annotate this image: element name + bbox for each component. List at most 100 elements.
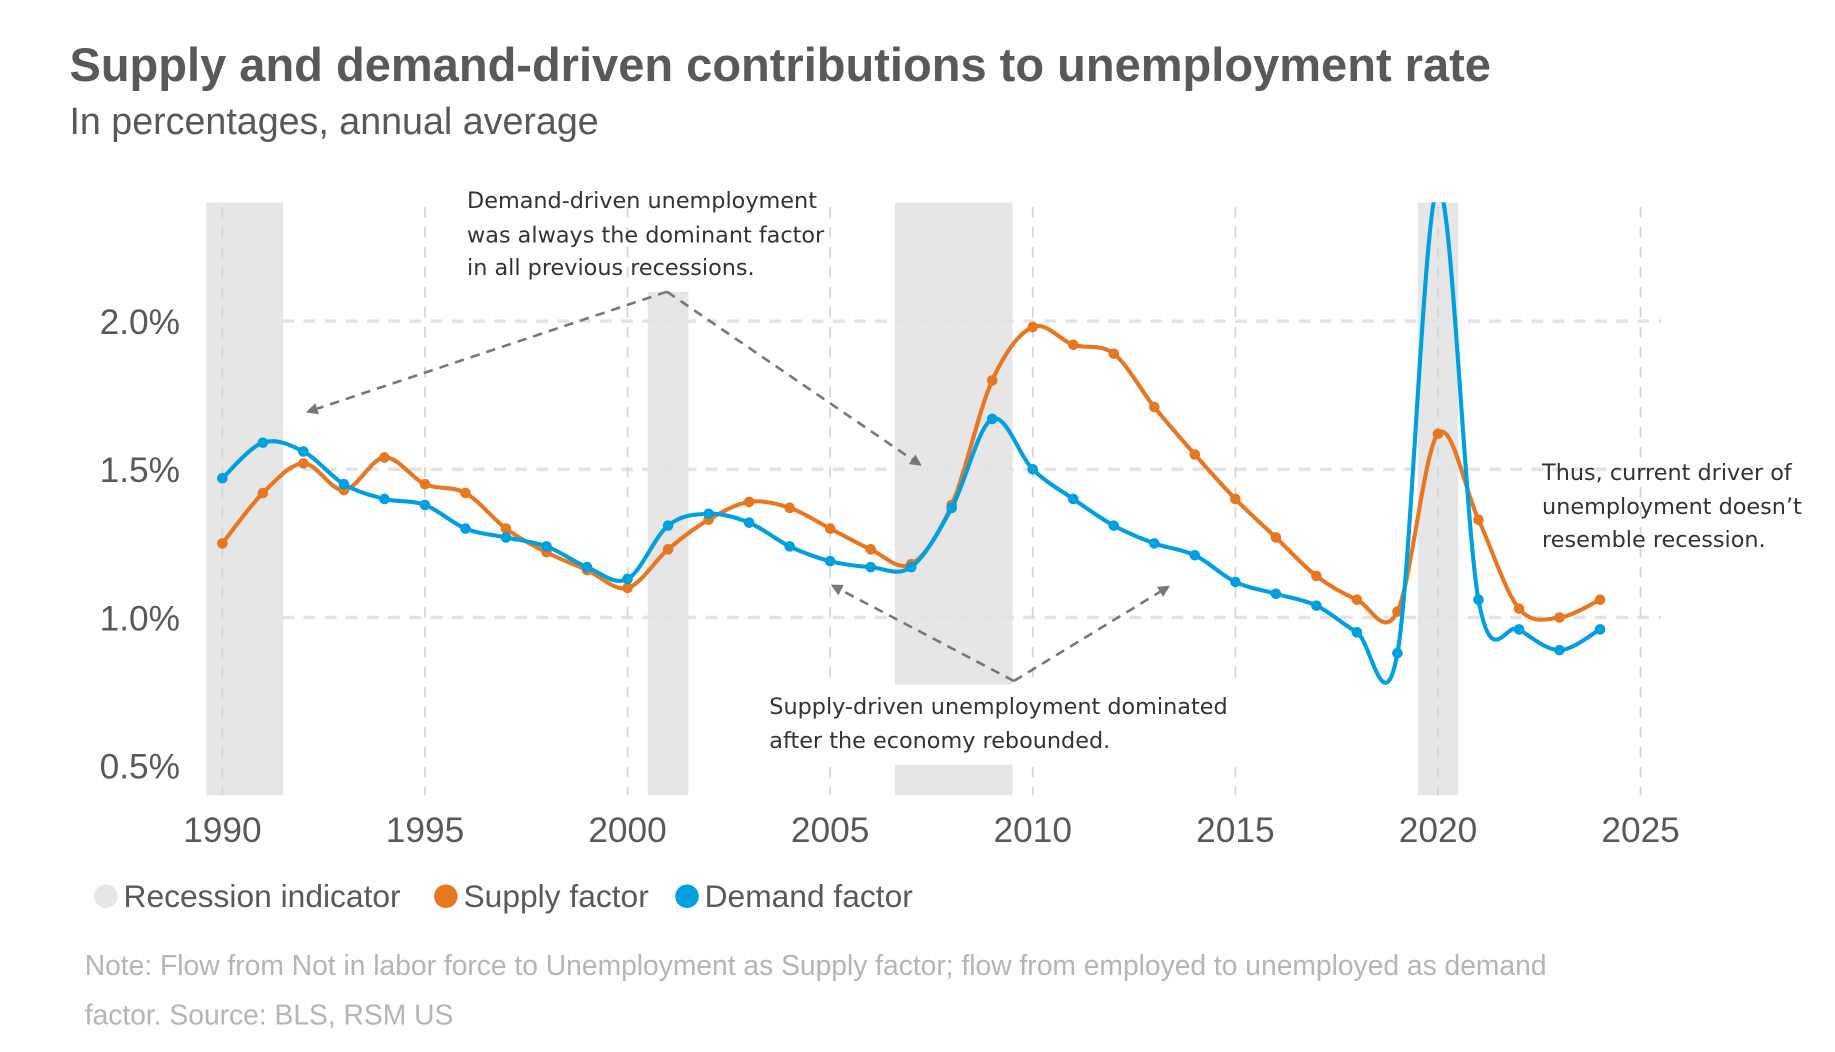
data-point <box>379 493 390 505</box>
data-point <box>1108 348 1120 360</box>
data-point <box>1351 627 1363 638</box>
annotation-line: resemble recession. <box>1542 527 1766 553</box>
annotation-line: in all previous recessions. <box>467 255 755 281</box>
data-point <box>500 532 512 543</box>
y-tick-label: 0.5% <box>100 748 180 787</box>
data-point <box>1433 182 1444 193</box>
data-point <box>1513 603 1525 614</box>
data-point <box>1513 624 1525 635</box>
data-point <box>662 544 674 555</box>
data-point <box>1351 594 1363 606</box>
x-tick-label: 2010 <box>994 811 1072 850</box>
data-point <box>1149 538 1160 549</box>
data-point <box>1067 339 1079 351</box>
legend-marker-supply <box>434 884 458 909</box>
x-tick-label: 1990 <box>183 811 261 850</box>
data-point <box>784 502 795 514</box>
data-point <box>1594 594 1606 606</box>
data-point <box>1067 493 1079 505</box>
annotation-line: Supply-driven unemployment dominated <box>769 694 1227 720</box>
data-point <box>1270 532 1282 543</box>
y-tick-label: 1.0% <box>100 599 180 638</box>
data-point <box>1554 612 1565 623</box>
x-tick-label: 2020 <box>1399 811 1477 850</box>
y-tick-label: 2.0% <box>100 303 180 342</box>
data-point <box>541 541 552 552</box>
annotation-line: unemployment doesn’t <box>1542 494 1802 520</box>
legend: Recession indicator Supply factor Demand… <box>94 878 913 914</box>
x-tick-label: 2005 <box>791 811 869 850</box>
data-point <box>1149 401 1160 413</box>
data-point <box>743 517 755 528</box>
data-point <box>622 582 633 594</box>
annotation-arrow <box>830 584 1015 683</box>
data-point <box>1432 428 1444 440</box>
annotation-arrows <box>305 290 1171 683</box>
data-point <box>662 520 674 531</box>
x-tick-label: 1995 <box>386 811 464 850</box>
note-line: Note: Flow from Not in labor force to Un… <box>85 949 1547 981</box>
x-tick-label: 2015 <box>1196 811 1274 850</box>
data-point <box>824 523 836 534</box>
data-point <box>622 573 633 585</box>
data-point <box>419 478 431 490</box>
x-tick-label: 2000 <box>588 811 666 850</box>
data-point <box>460 523 471 534</box>
annotation-line: after the economy rebounded. <box>769 728 1110 754</box>
data-point <box>1189 449 1201 460</box>
data-point <box>1311 600 1322 611</box>
annotation-line: was always the dominant factor <box>467 222 825 248</box>
annotation-line: Thus, current driver of <box>1541 460 1793 486</box>
legend-marker-recession <box>94 884 118 909</box>
data-point <box>298 458 309 469</box>
annotation-line: Demand-driven unemployment <box>467 188 817 214</box>
data-point <box>257 437 269 448</box>
data-point <box>703 508 714 520</box>
data-point <box>986 413 998 425</box>
legend-demand: Demand factor <box>705 878 914 914</box>
annotation-arrow <box>1013 585 1171 683</box>
data-point <box>1554 644 1565 656</box>
y-axis: 0.5% 1.0% 1.5% 2.0% <box>100 303 180 787</box>
data-point <box>865 561 876 573</box>
data-point <box>217 472 228 484</box>
x-axis: 1990 1995 2000 2005 2010 2015 2020 2025 <box>183 811 1680 850</box>
data-point <box>257 487 269 499</box>
data-point <box>946 502 958 514</box>
y-tick-label: 1.5% <box>100 451 180 490</box>
data-point <box>1027 464 1039 475</box>
chart-subtitle: In percentages, annual average <box>69 100 598 142</box>
data-point <box>824 555 836 567</box>
data-point <box>865 544 876 555</box>
data-point <box>1270 588 1282 600</box>
data-point <box>1311 570 1322 582</box>
legend-marker-demand <box>675 884 699 909</box>
data-point <box>379 452 390 463</box>
data-point <box>743 496 755 508</box>
series-line-demand-factor <box>220 202 1602 685</box>
data-point <box>1027 321 1039 333</box>
data-point <box>419 499 431 511</box>
data-point <box>581 561 593 573</box>
data-point <box>1392 647 1403 659</box>
annotation-current: Thus, current driver of unemployment doe… <box>1541 460 1802 553</box>
data-point <box>1108 520 1120 531</box>
data-point <box>905 561 917 573</box>
legend-recession: Recession indicator <box>124 878 401 914</box>
annotation-arrow <box>305 290 668 415</box>
data-point <box>1189 549 1201 561</box>
chart-title: Supply and demand-driven contributions t… <box>69 38 1491 91</box>
data-point <box>1392 606 1403 617</box>
annotation-backgrounds <box>752 684 1271 765</box>
data-point <box>1473 514 1484 525</box>
series-lines <box>217 182 1606 685</box>
data-point <box>217 538 228 549</box>
annotation-arrow <box>666 290 922 466</box>
data-point <box>338 478 350 490</box>
recession-band <box>206 202 284 796</box>
x-tick-label: 2025 <box>1601 811 1679 850</box>
note-line: factor. Source: BLS, RSM US <box>85 998 454 1030</box>
data-point <box>500 523 512 534</box>
data-point <box>1594 624 1606 635</box>
